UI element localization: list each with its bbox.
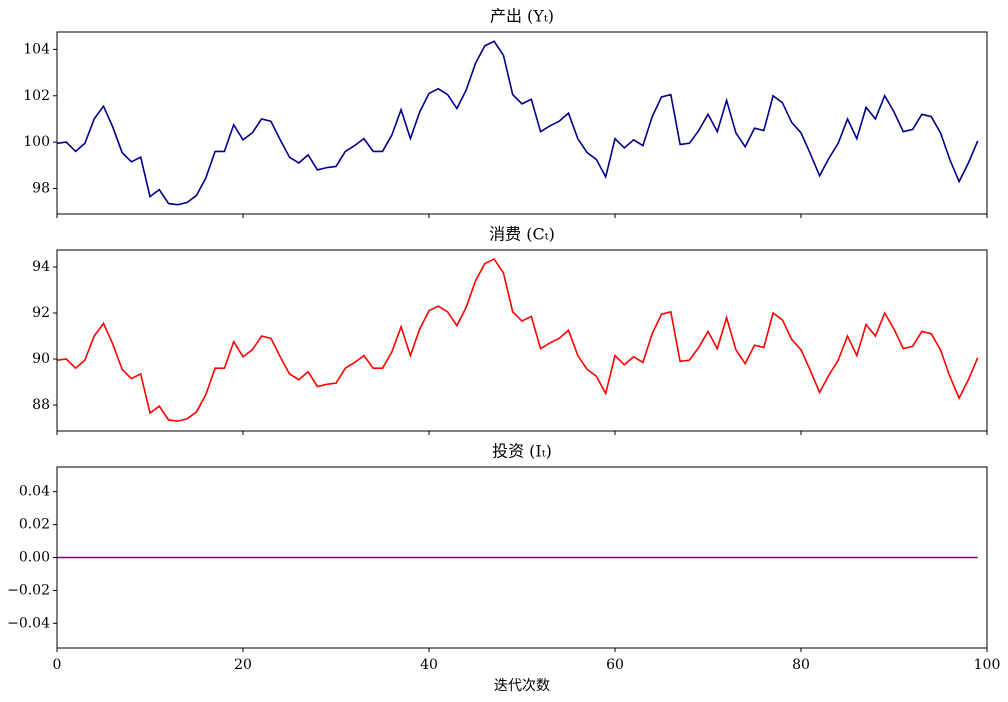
y-tick-label: 98 [32,180,50,196]
panel-title: 投资 (Iₜ) [492,442,552,461]
y-tick-label: 0.02 [19,517,50,533]
y-tick-label: −0.02 [7,582,50,598]
y-tick-label: 0.00 [19,550,50,566]
y-tick-label: 102 [23,88,50,104]
y-tick-label: 94 [32,259,50,275]
panel-title: 产出 (Yₜ) [490,7,554,26]
y-tick-label: 104 [23,41,50,57]
y-tick-label: 100 [23,134,50,150]
x-tick-label: 80 [792,657,810,673]
x-tick-label: 0 [53,657,62,673]
y-tick-label: 88 [32,397,50,413]
plot-frame [56,249,988,432]
y-tick-label: 90 [32,351,50,367]
x-tick-label: 20 [234,657,252,673]
plot-frame [56,466,988,649]
data-line [56,40,979,206]
panel-title: 消费 (Cₜ) [489,225,555,244]
x-axis-label: 迭代次数 [494,678,550,694]
x-tick-label: 60 [606,657,624,673]
y-tick-label: −0.04 [7,615,50,631]
y-tick-label: 0.04 [19,484,50,500]
x-tick-label: 100 [974,657,1001,673]
y-tick-label: 92 [32,305,50,321]
data-line [56,257,979,422]
x-tick-label: 40 [420,657,438,673]
plot-frame [56,31,988,215]
